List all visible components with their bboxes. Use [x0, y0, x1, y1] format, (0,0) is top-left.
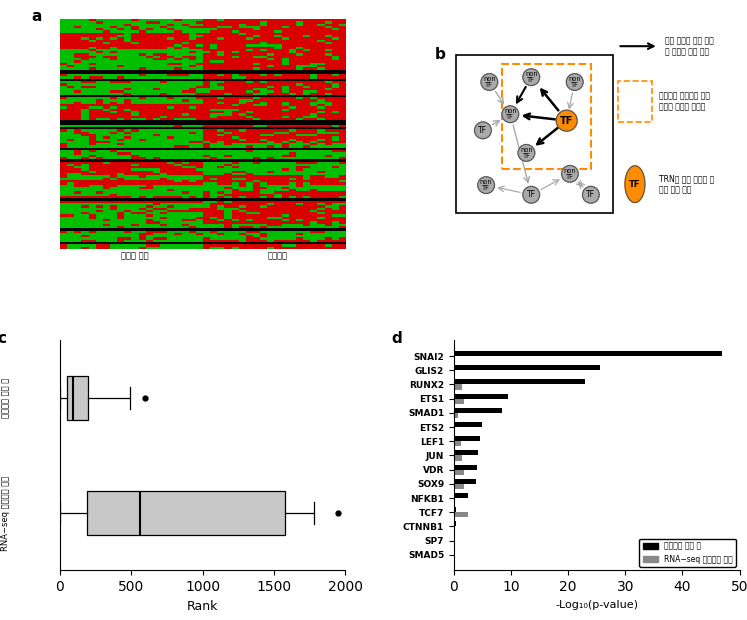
Circle shape [523, 187, 539, 203]
Bar [454, 351, 722, 356]
Bar [454, 536, 455, 541]
FancyBboxPatch shape [456, 55, 613, 213]
Bar [454, 493, 468, 498]
Circle shape [474, 122, 492, 139]
Text: b: b [435, 46, 445, 61]
Bar [454, 526, 455, 531]
Circle shape [518, 144, 535, 161]
Circle shape [523, 69, 539, 86]
Circle shape [481, 74, 498, 91]
Bar [454, 413, 459, 418]
Bar [454, 512, 468, 517]
Bar [454, 427, 455, 432]
Circle shape [502, 106, 518, 123]
Text: TF: TF [586, 190, 595, 199]
Bar [454, 370, 455, 375]
Text: non
TF: non TF [568, 76, 581, 88]
Bar [454, 450, 478, 456]
PathPatch shape [87, 491, 285, 535]
X-axis label: Rank: Rank [187, 600, 218, 613]
Text: 네트워크 적용 시: 네트워크 적용 시 [1, 378, 10, 418]
Text: TF: TF [527, 190, 536, 199]
Bar [454, 469, 464, 475]
Text: non
TF: non TF [563, 167, 576, 180]
Bar [454, 484, 464, 489]
Text: non
TF: non TF [480, 179, 492, 192]
Text: non
TF: non TF [520, 147, 533, 159]
X-axis label: -Log₁₀(p-value): -Log₁₀(p-value) [555, 600, 638, 609]
Circle shape [625, 166, 645, 203]
Text: TF: TF [629, 180, 641, 188]
Text: TF: TF [478, 126, 487, 135]
Text: c: c [0, 331, 6, 347]
Text: 조골세포 분화에서 발현
변화를 보이는 유전자: 조골세포 분화에서 발현 변화를 보이는 유전자 [659, 91, 710, 112]
Bar [454, 456, 462, 461]
Bar [454, 356, 455, 361]
PathPatch shape [67, 376, 88, 420]
Bar [454, 365, 600, 370]
Bar [454, 384, 462, 389]
Text: TRN을 통해 밝혁진 중
요한 전사 인자: TRN을 통해 밝혁진 중 요한 전사 인자 [659, 174, 714, 194]
Text: non
TF: non TF [504, 108, 517, 120]
Bar [454, 507, 456, 512]
Bar [454, 399, 464, 404]
Circle shape [478, 177, 495, 193]
Bar [454, 464, 477, 469]
Bar [454, 436, 480, 441]
Bar [454, 441, 461, 446]
Circle shape [562, 166, 578, 182]
Text: 전사 인자와 타깃 유전
자 사이의 조절 관계: 전사 인자와 타깃 유전 자 사이의 조절 관계 [665, 36, 713, 56]
Text: non
TF: non TF [483, 76, 496, 88]
Bar [454, 498, 455, 503]
Text: RNA−seq 데이터만 사용: RNA−seq 데이터만 사용 [1, 476, 10, 551]
Text: d: d [391, 331, 402, 347]
Bar [454, 394, 508, 399]
Bar [454, 521, 456, 526]
Circle shape [557, 110, 577, 131]
Text: TF: TF [560, 116, 574, 126]
Text: a: a [31, 9, 42, 24]
Circle shape [583, 187, 599, 203]
Bar [454, 408, 503, 413]
Text: non
TF: non TF [525, 71, 538, 84]
Circle shape [566, 74, 583, 91]
Bar [454, 422, 483, 427]
Legend: 네트워크 적용 시, RNA−seq 데이터만 사용: 네트워크 적용 시, RNA−seq 데이터만 사용 [639, 539, 736, 567]
Bar [454, 379, 586, 384]
Bar [454, 479, 476, 484]
